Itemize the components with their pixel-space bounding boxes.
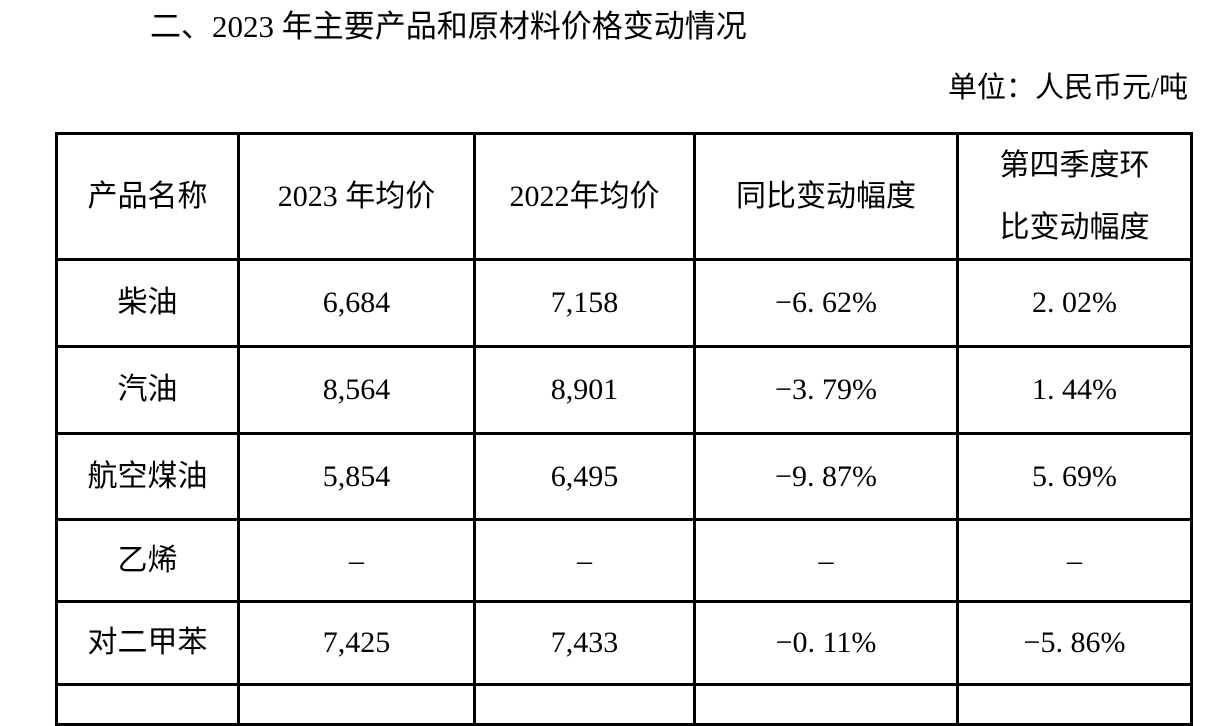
table-row: 乙烯 – – – –	[55, 518, 1193, 603]
column-header-2022-avg: 2022年均价	[473, 132, 696, 261]
avg-price-2023-cell: 7,425	[237, 600, 476, 686]
product-name-cell: 航空煤油	[55, 432, 240, 521]
table-row: 航空煤油 5,854 6,495 −9. 87% 5. 69%	[55, 432, 1193, 521]
unit-note: 单位：人民币元/吨	[947, 72, 1188, 104]
document-page: { "page": { "section_title": "二、2023 年主要…	[55, 9, 1193, 726]
product-name-cell: 乙烯	[55, 518, 240, 603]
q4-qoq-change-cell: –	[956, 518, 1193, 603]
avg-price-2023-cell: 5,854	[237, 432, 476, 521]
table-row: 柴油 6,684 7,158 −6. 62% 2. 02%	[55, 258, 1193, 348]
avg-price-2023-cell: –	[237, 518, 476, 603]
product-name-cell: 柴油	[55, 258, 240, 348]
column-header-2023-avg: 2023 年均价	[237, 132, 476, 261]
avg-price-2022-cell: –	[473, 518, 696, 603]
section-title: 二、2023 年主要产品和原材料价格变动情况	[150, 9, 747, 44]
avg-price-2023-cell	[237, 683, 476, 726]
table-row: 对二甲苯 7,425 7,433 −0. 11% −5. 86%	[55, 600, 1193, 686]
avg-price-2022-cell: 8,901	[473, 345, 696, 435]
q4-qoq-change-cell	[956, 683, 1193, 726]
yoy-change-cell: −6. 62%	[693, 258, 959, 348]
avg-price-2022-cell: 7,433	[473, 600, 696, 686]
q4-qoq-change-cell: 5. 69%	[956, 432, 1193, 521]
product-name-cell: 对二甲苯	[55, 600, 240, 686]
column-header-yoy-change: 同比变动幅度	[693, 132, 959, 261]
yoy-change-cell: –	[693, 518, 959, 603]
avg-price-2022-cell: 6,495	[473, 432, 696, 521]
column-header-q4-qoq-change: 第四季度环 比变动幅度	[956, 132, 1193, 261]
column-header-product: 产品名称	[55, 132, 240, 261]
yoy-change-cell: −9. 87%	[693, 432, 959, 521]
table-row-partial	[55, 683, 1193, 726]
yoy-change-cell: −3. 79%	[693, 345, 959, 435]
product-name-cell	[55, 683, 240, 726]
avg-price-2022-cell	[473, 683, 696, 726]
avg-price-2023-cell: 8,564	[237, 345, 476, 435]
avg-price-2022-cell: 7,158	[473, 258, 696, 348]
table-header-row: 产品名称 2023 年均价 2022年均价 同比变动幅度 第四季度环 比变动幅度	[55, 132, 1193, 261]
q4-qoq-change-cell: 1. 44%	[956, 345, 1193, 435]
yoy-change-cell	[693, 683, 959, 726]
q4-qoq-change-cell: −5. 86%	[956, 600, 1193, 686]
yoy-change-cell: −0. 11%	[693, 600, 959, 686]
q4-qoq-change-cell: 2. 02%	[956, 258, 1193, 348]
price-table: 产品名称 2023 年均价 2022年均价 同比变动幅度 第四季度环 比变动幅度…	[55, 132, 1193, 726]
table-row: 汽油 8,564 8,901 −3. 79% 1. 44%	[55, 345, 1193, 435]
product-name-cell: 汽油	[55, 345, 240, 435]
avg-price-2023-cell: 6,684	[237, 258, 476, 348]
